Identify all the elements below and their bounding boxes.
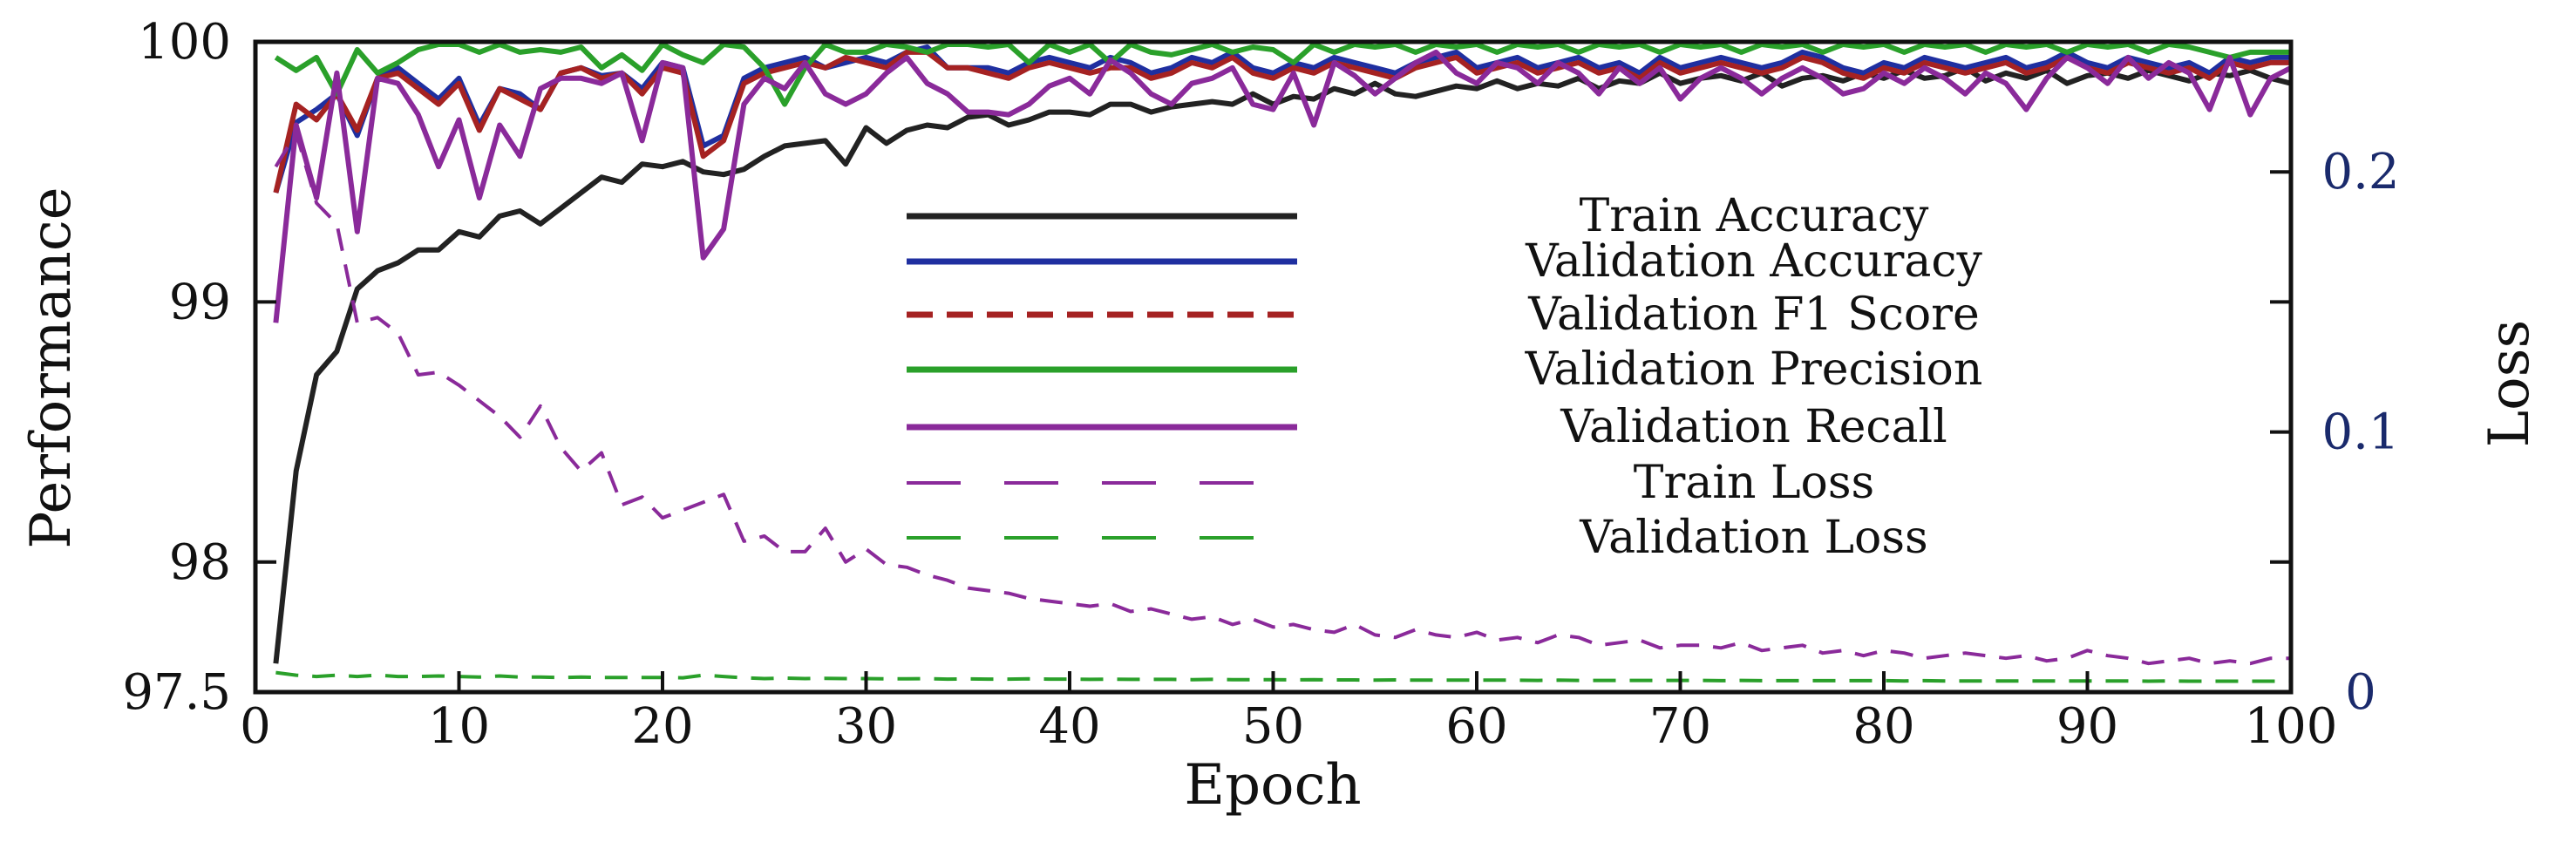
- x-axis-title: Epoch: [1184, 753, 1361, 818]
- y-axis-right-title: Loss: [2477, 320, 2542, 448]
- legend-item-validation-recall: Validation Recall: [907, 401, 1947, 453]
- x-tick-label: 100: [2245, 698, 2338, 755]
- legend-item-train-accuracy: Train Accuracy: [907, 190, 1929, 242]
- y-right-tick-label: 0.2: [2321, 144, 2399, 200]
- y-axis-title: Performance: [19, 187, 84, 548]
- x-tick-label: 60: [1445, 698, 1507, 755]
- series-validation-precision: [274, 42, 2291, 107]
- series-train-loss: [274, 131, 2291, 666]
- x-tick-label: 20: [631, 698, 693, 755]
- legend-label: Validation Accuracy: [1525, 235, 1982, 288]
- legend-item-validation-loss: Validation Loss: [907, 512, 1928, 564]
- legend-label: Validation F1 Score: [1527, 289, 1980, 341]
- legend-label: Train Accuracy: [1580, 190, 1929, 242]
- legend-label: Validation Loss: [1579, 512, 1927, 564]
- y-tick-label: 99: [169, 274, 231, 330]
- legend-label: Validation Precision: [1525, 343, 1983, 396]
- x-tick-label: 0: [240, 698, 271, 755]
- x-tick-label: 90: [2056, 698, 2118, 755]
- legend-item-validation-f1-score: Validation F1 Score: [907, 289, 1980, 341]
- x-tick-label: 50: [1242, 698, 1304, 755]
- y-right-tick-label: 0: [2345, 664, 2376, 721]
- x-tick-label: 40: [1038, 698, 1100, 755]
- legend-item-validation-accuracy: Validation Accuracy: [907, 235, 1983, 288]
- legend-label: Train Loss: [1634, 457, 1874, 509]
- y-tick-label: 98: [169, 534, 231, 591]
- x-tick-label: 30: [835, 698, 897, 755]
- legend-item-validation-precision: Validation Precision: [907, 343, 1982, 396]
- series-validation-loss: [275, 670, 2291, 683]
- legend-item-train-loss: Train Loss: [907, 457, 1874, 509]
- legend-label: Validation Recall: [1560, 401, 1947, 453]
- series-validation-recall: [273, 49, 2293, 323]
- y-right-tick-label: 0.1: [2321, 404, 2399, 461]
- x-tick-label: 80: [1852, 698, 1914, 755]
- y-tick-label: 100: [138, 14, 231, 71]
- series-layer: [273, 42, 2293, 683]
- y-tick-label: 97.5: [122, 664, 231, 721]
- x-tick-label: 10: [428, 698, 490, 755]
- x-tick-label: 70: [1649, 698, 1711, 755]
